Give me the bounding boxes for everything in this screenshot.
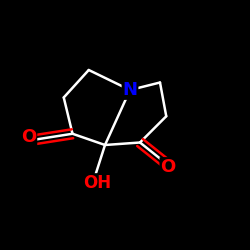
- Text: N: N: [122, 81, 138, 99]
- Text: O: O: [21, 128, 36, 146]
- Text: O: O: [160, 158, 176, 176]
- Text: OH: OH: [84, 174, 112, 192]
